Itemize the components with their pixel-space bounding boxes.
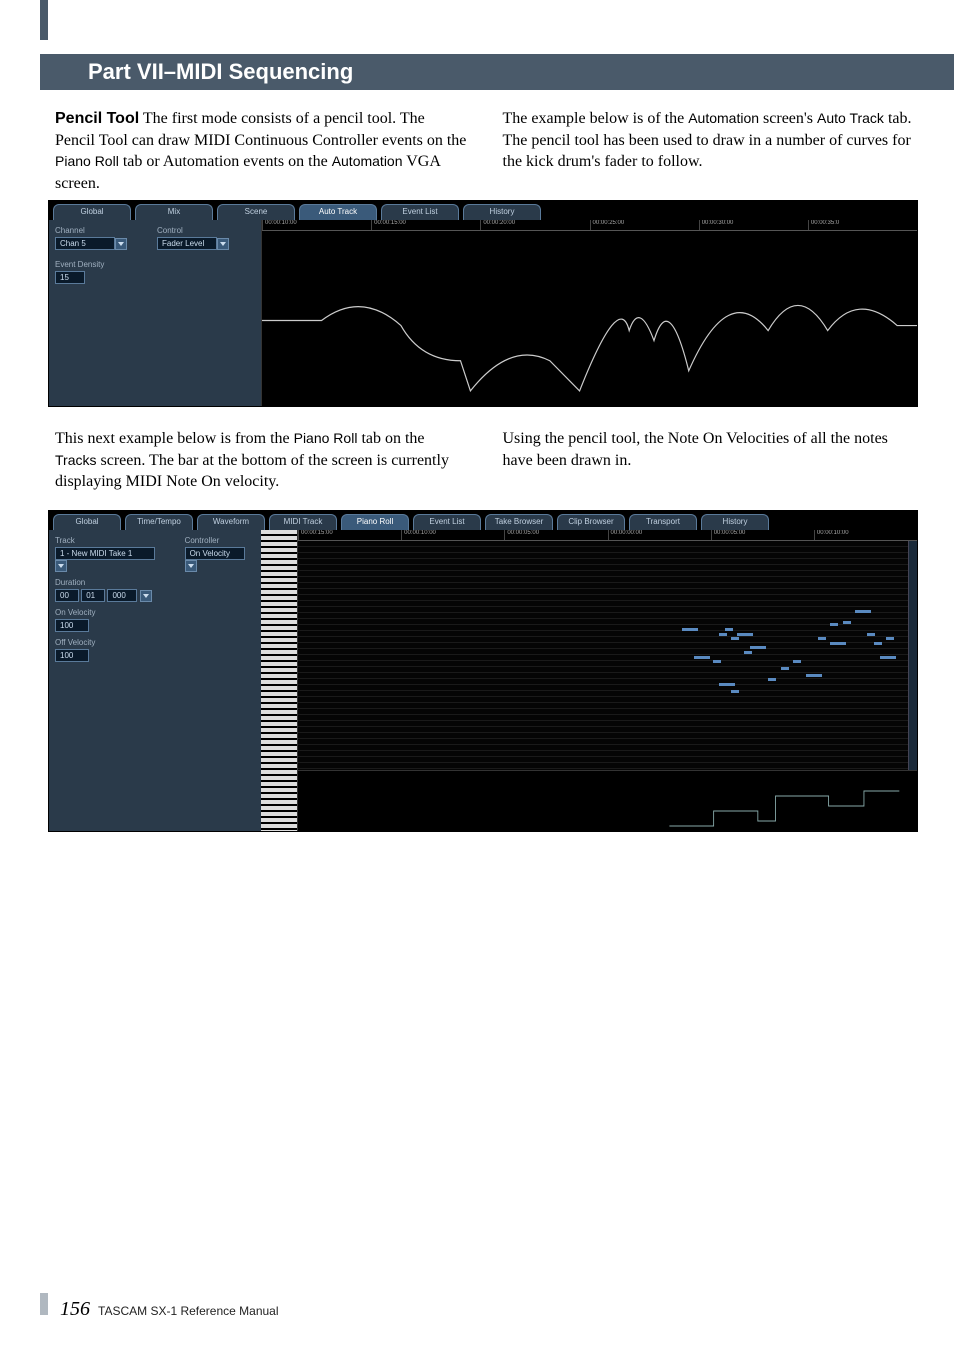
control-input[interactable]: Fader Level (157, 237, 217, 250)
midi-note[interactable] (682, 628, 698, 631)
footer-manual-title: TASCAM SX-1 Reference Manual (98, 1304, 279, 1318)
section-heading-bar: Part VII–MIDI Sequencing (40, 54, 954, 90)
tab-scene[interactable]: Scene (217, 204, 295, 220)
track-dropdown-icon[interactable] (55, 560, 67, 572)
automation-curve (262, 230, 917, 406)
on-velocity-label: On Velocity (55, 608, 255, 617)
piano-roll-label-1: Piano Roll (55, 153, 119, 169)
tab-auto-track[interactable]: Auto Track (299, 204, 377, 220)
duration-dropdown-icon[interactable] (140, 590, 152, 602)
midi-note[interactable] (719, 633, 727, 636)
duration-input-2[interactable]: 01 (81, 589, 105, 602)
tab-global[interactable]: Global (53, 514, 121, 530)
mid-right-column: Using the pencil tool, the Note On Veloc… (503, 428, 916, 493)
channel-dropdown-icon[interactable] (115, 238, 127, 250)
intro-right-column: The example below is of the Automation s… (503, 108, 916, 194)
on-velocity-input[interactable]: 100 (55, 619, 89, 632)
pianoroll-tabs: GlobalTime/TempoWaveformMIDI TrackPiano … (49, 511, 917, 530)
automation-tabs: GlobalMixSceneAuto TrackEvent ListHistor… (49, 201, 917, 220)
channel-input[interactable]: Chan 5 (55, 237, 115, 250)
tab-history[interactable]: History (701, 514, 769, 530)
midi-note[interactable] (830, 642, 846, 645)
midi-note[interactable] (713, 660, 721, 663)
tab-piano-roll[interactable]: Piano Roll (341, 514, 409, 530)
piano-keys[interactable] (261, 530, 298, 831)
tab-clip-browser[interactable]: Clip Browser (557, 514, 625, 530)
midi-note[interactable] (719, 683, 735, 686)
control-dropdown-icon[interactable] (217, 238, 229, 250)
tab-waveform[interactable]: Waveform (197, 514, 265, 530)
duration-label: Duration (55, 578, 255, 587)
midi-note[interactable] (750, 646, 766, 649)
midi-note[interactable] (855, 610, 871, 613)
tab-time-tempo[interactable]: Time/Tempo (125, 514, 193, 530)
midi-note[interactable] (874, 642, 882, 645)
automation-screenshot: GlobalMixSceneAuto TrackEvent ListHistor… (48, 200, 918, 407)
tab-take-browser[interactable]: Take Browser (485, 514, 553, 530)
pencil-tool-lead: Pencil Tool (55, 110, 139, 127)
midi-note[interactable] (737, 633, 753, 636)
controller-dropdown-icon[interactable] (185, 560, 197, 572)
midi-note[interactable] (818, 637, 826, 640)
track-label: Track (55, 536, 165, 545)
tab-mix[interactable]: Mix (135, 204, 213, 220)
duration-input-3[interactable]: 000 (107, 589, 137, 602)
midi-note[interactable] (781, 667, 789, 670)
midi-note[interactable] (694, 656, 710, 659)
page-footer: 156 TASCAM SX-1 Reference Manual (40, 1293, 279, 1321)
page-number: 156 (60, 1298, 90, 1321)
off-velocity-label: Off Velocity (55, 638, 255, 647)
automation-label-1: Automation (332, 153, 403, 169)
event-density-label: Event Density (55, 260, 255, 269)
controller-label: Controller (185, 536, 255, 545)
intro-left-column: Pencil Tool The first mode consists of a… (55, 108, 468, 194)
control-label: Control (157, 226, 229, 235)
tab-event-list[interactable]: Event List (381, 204, 459, 220)
automation-label-2: Automation (688, 110, 759, 126)
controller-input[interactable]: On Velocity (185, 547, 245, 560)
mid-left-column: This next example below is from the Pian… (55, 428, 468, 493)
pianoroll-grid[interactable] (298, 541, 917, 770)
pianoroll-ruler: 00:00:15:0000:00:10:0000:00:05:0000:00:0… (298, 530, 917, 541)
midi-note[interactable] (880, 656, 896, 659)
automation-main-area[interactable]: 00:00:10:0000:00:15:0000:00:20:0000:00:2… (261, 220, 917, 406)
midi-note[interactable] (744, 651, 752, 654)
midi-note[interactable] (806, 674, 822, 677)
event-density-input[interactable]: 15 (55, 271, 85, 284)
midi-note[interactable] (725, 628, 733, 631)
velocity-curve (298, 771, 917, 831)
off-velocity-input[interactable]: 100 (55, 649, 89, 662)
midi-note[interactable] (731, 637, 739, 640)
tab-transport[interactable]: Transport (629, 514, 697, 530)
tracks-label: Tracks (55, 452, 96, 468)
pianoroll-side-panel: Track 1 - New MIDI Take 1 Controller On … (49, 530, 261, 831)
tab-global[interactable]: Global (53, 204, 131, 220)
tab-history[interactable]: History (463, 204, 541, 220)
midi-note[interactable] (731, 690, 739, 693)
footer-accent-bar (40, 1293, 48, 1315)
tab-event-list[interactable]: Event List (413, 514, 481, 530)
velocity-lane[interactable] (298, 770, 917, 831)
header-accent-bar (40, 0, 48, 40)
pianoroll-screenshot: GlobalTime/TempoWaveformMIDI TrackPiano … (48, 510, 918, 832)
piano-roll-label-2: Piano Roll (294, 430, 358, 446)
midi-note[interactable] (830, 623, 838, 626)
automation-side-panel: Channel Chan 5 Control Fader Level Event… (49, 220, 261, 406)
auto-track-label: Auto Track (817, 110, 884, 126)
tab-midi-track[interactable]: MIDI Track (269, 514, 337, 530)
midi-note[interactable] (793, 660, 801, 663)
midi-note[interactable] (843, 621, 851, 624)
section-heading-text: Part VII–MIDI Sequencing (88, 59, 353, 85)
duration-input-1[interactable]: 00 (55, 589, 79, 602)
midi-note[interactable] (867, 633, 875, 636)
midi-note[interactable] (886, 637, 894, 640)
midi-note[interactable] (768, 678, 776, 681)
scrollbar-vertical[interactable] (908, 541, 917, 770)
track-input[interactable]: 1 - New MIDI Take 1 (55, 547, 155, 560)
channel-label: Channel (55, 226, 127, 235)
